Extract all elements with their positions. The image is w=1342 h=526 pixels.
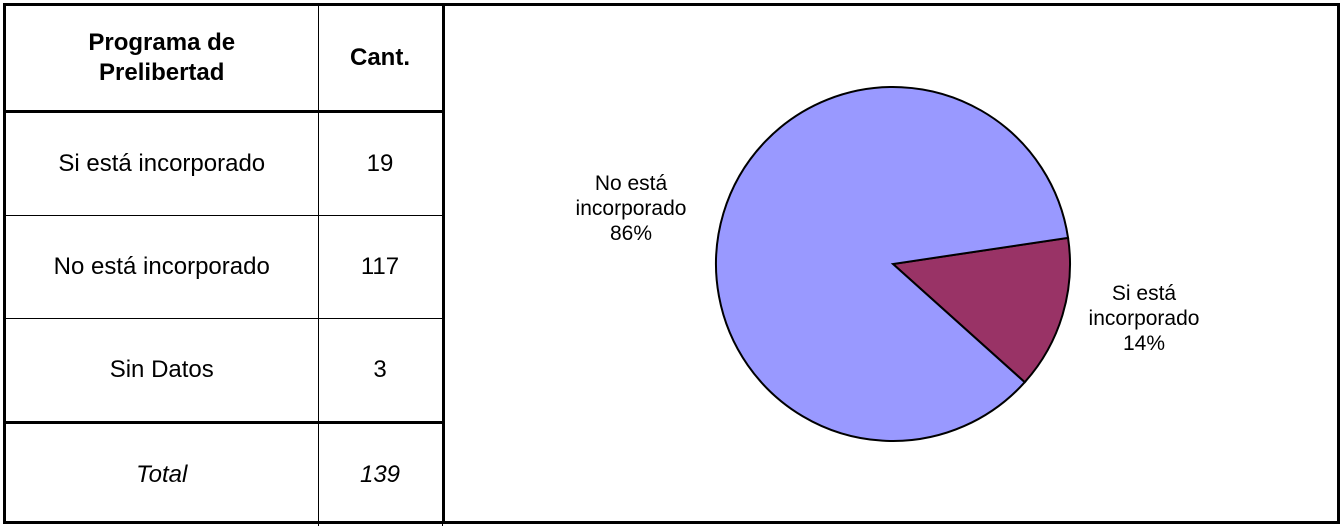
table-header-row: Programa de Prelibertad Cant. bbox=[6, 6, 443, 113]
data-table-container: Programa de Prelibertad Cant. Si está in… bbox=[6, 6, 443, 526]
label-si-line1: Si está bbox=[1112, 282, 1177, 305]
label-no-line1: No está bbox=[595, 172, 668, 195]
column-divider bbox=[442, 6, 445, 521]
label-no-incorporado: No está incorporado 86% bbox=[576, 172, 687, 245]
row-value-sin-datos: 3 bbox=[317, 318, 443, 423]
label-no-percent: 86% bbox=[610, 222, 652, 245]
total-label: Total bbox=[6, 421, 319, 526]
row-value-si-incorporado: 19 bbox=[317, 111, 443, 216]
label-si-incorporado: Si está incorporado 14% bbox=[1089, 282, 1200, 355]
table-row: Si está incorporado 19 bbox=[6, 111, 443, 216]
pie-slice-si-incorporado bbox=[890, 236, 1071, 384]
total-value: 139 bbox=[317, 421, 443, 526]
row-label-sin-datos: Sin Datos bbox=[6, 318, 319, 423]
header-col1-line2: Prelibertad bbox=[99, 59, 225, 86]
pie-slices bbox=[715, 86, 1071, 442]
figure-frame: Programa de Prelibertad Cant. Si está in… bbox=[3, 3, 1340, 526]
header-cantidad: Cant. bbox=[317, 6, 443, 113]
table-total-row: Total 139 bbox=[6, 421, 443, 526]
pie-slice-no-incorporado bbox=[715, 86, 1070, 442]
row-label-no-incorporado: No está incorporado bbox=[6, 215, 319, 319]
pie-chart-area: No está incorporado 86% Si está incorpor… bbox=[445, 6, 1337, 521]
row-value-no-incorporado: 117 bbox=[317, 215, 443, 319]
data-table: Programa de Prelibertad Cant. Si está in… bbox=[6, 6, 443, 526]
pie-chart: No está incorporado 86% Si está incorpor… bbox=[576, 86, 1200, 442]
label-si-line2: incorporado bbox=[1089, 307, 1200, 330]
header-col1-line1: Programa de bbox=[88, 29, 236, 56]
label-no-line2: incorporado bbox=[576, 197, 687, 220]
header-programa-prelibertad: Programa de Prelibertad bbox=[6, 6, 319, 113]
table-row: Sin Datos 3 bbox=[6, 318, 443, 423]
label-si-percent: 14% bbox=[1123, 332, 1165, 355]
row-label-si-incorporado: Si está incorporado bbox=[6, 111, 319, 216]
table-row: No está incorporado 117 bbox=[6, 215, 443, 319]
